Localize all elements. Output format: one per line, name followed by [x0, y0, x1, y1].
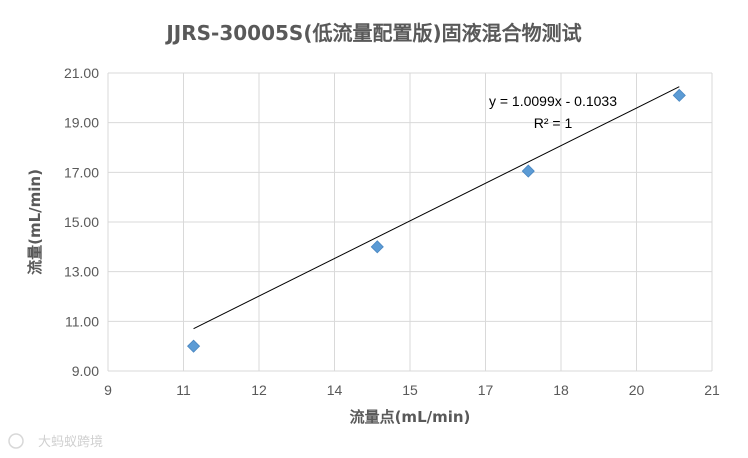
data-point-diamond: [672, 88, 686, 102]
watermark-text: 大蚂蚁跨境: [38, 435, 103, 450]
y-axis-label: 流量(mL/min): [26, 169, 44, 275]
x-tick-label: 15: [402, 382, 418, 398]
trendline-equation: y = 1.0099x - 0.1033: [489, 93, 617, 109]
x-tick-label: 12: [251, 382, 267, 398]
trendline: [193, 86, 680, 330]
y-tick-label: 21.00: [64, 65, 99, 81]
x-tick-label: 18: [553, 382, 569, 398]
y-tick-label: 11.00: [65, 313, 99, 329]
y-tick-label: 15.00: [64, 214, 99, 230]
axis-tick-labels: 9 11 12 14 15 17 18 20 21 9.00 11.00 13.00 15.00 17.0…: [64, 65, 720, 398]
data-point-diamond: [370, 240, 384, 254]
x-tick-label: 9: [104, 382, 112, 398]
x-axis-label: 流量点(mL/min): [350, 408, 471, 426]
x-tick-label: 20: [629, 382, 645, 398]
trendline-group: [193, 86, 680, 330]
r-squared-label: R² = 1: [534, 115, 573, 131]
chart-title: JJRS-30005S(低流量配置版)固液混合物测试: [164, 21, 581, 45]
x-tick-label: 17: [478, 382, 494, 398]
watermark-logo-icon: [8, 433, 24, 449]
grid-lines: [107, 72, 713, 372]
y-tick-label: 13.00: [64, 264, 99, 280]
y-tick-label: 9.00: [72, 363, 99, 379]
data-points: [187, 88, 686, 353]
data-point-diamond: [187, 339, 201, 353]
x-tick-label: 14: [327, 382, 343, 398]
watermark: 大蚂蚁跨境: [8, 433, 103, 450]
y-tick-label: 19.00: [64, 115, 99, 131]
data-point-diamond: [521, 164, 535, 178]
x-tick-label: 21: [704, 382, 720, 398]
y-tick-label: 17.00: [64, 164, 99, 180]
x-tick-label: 11: [176, 382, 191, 398]
